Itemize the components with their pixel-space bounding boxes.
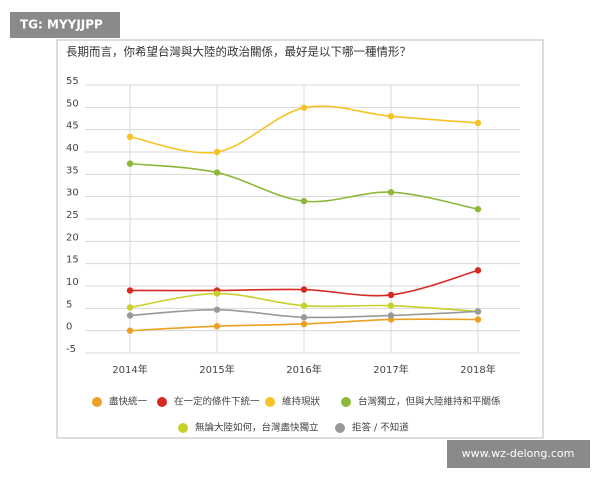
data-point <box>300 320 308 328</box>
y-tick-label: 45 <box>66 121 79 132</box>
chart-title: 長期而言，你希望台灣與大陸的政治關係，最好是以下哪一種情形？ <box>66 45 411 59</box>
y-tick-label: 30 <box>66 188 79 199</box>
watermark: TG: MYYJJPP <box>20 18 103 32</box>
data-point <box>300 286 308 293</box>
data-point <box>474 316 482 323</box>
data-point <box>387 113 395 120</box>
y-tick-label: 25 <box>66 210 79 221</box>
site-box <box>447 440 590 468</box>
legend-swatch <box>341 397 351 407</box>
data-point <box>474 119 482 127</box>
data-point <box>387 189 395 196</box>
data-point <box>213 169 221 176</box>
data-point <box>387 302 395 309</box>
legend-swatch <box>157 397 167 407</box>
y-tick-label: 20 <box>66 232 79 243</box>
legend-label: 拒答 / 不知道 <box>352 422 409 434</box>
site-label: www.wz-delong.com <box>462 447 575 460</box>
y-tick-label: 55 <box>66 76 79 87</box>
data-point <box>126 287 134 294</box>
legend-label: 無論大陸如何，台灣盡快獨立 <box>195 422 319 434</box>
x-tick-label: 2015年 <box>199 363 234 376</box>
y-tick-label: 15 <box>66 255 79 266</box>
legend-swatch <box>178 423 188 433</box>
data-point <box>126 312 134 319</box>
chart-frame <box>56 39 544 439</box>
x-tick-label: 2016年 <box>286 363 321 376</box>
data-point <box>213 148 221 156</box>
legend-label: 在一定的條件下統一 <box>174 396 260 408</box>
data-point <box>213 323 221 330</box>
y-tick-label: 0 <box>66 322 72 333</box>
data-point <box>474 267 482 274</box>
data-point <box>126 133 134 141</box>
data-point <box>126 304 134 311</box>
x-tick-label: 2017年 <box>373 363 408 376</box>
data-point <box>213 290 221 297</box>
watermark-box <box>10 12 120 38</box>
data-point <box>213 306 221 313</box>
y-tick-label: 10 <box>66 277 79 288</box>
legend-label: 盡快統一 <box>109 396 148 408</box>
legend-swatch <box>335 423 345 433</box>
legend-label: 維持現狀 <box>282 396 321 408</box>
data-point <box>126 160 134 167</box>
legend-swatch <box>92 397 102 407</box>
legend-swatch <box>265 397 275 407</box>
data-point <box>300 104 308 111</box>
data-point <box>387 312 395 319</box>
y-tick-label: -5 <box>66 344 76 355</box>
y-tick-label: 35 <box>66 165 79 176</box>
data-point <box>474 308 482 315</box>
y-tick-label: 40 <box>66 143 79 154</box>
data-point <box>300 302 308 309</box>
data-point <box>387 291 395 299</box>
data-point <box>474 205 482 213</box>
y-tick-label: 50 <box>66 98 79 109</box>
x-tick-label: 2014年 <box>112 363 147 376</box>
data-point <box>126 327 134 334</box>
data-point <box>300 197 308 205</box>
x-tick-label: 2018年 <box>460 363 495 376</box>
data-point <box>300 314 308 321</box>
legend-label: 台灣獨立，但與大陸維持和平關係 <box>358 396 501 408</box>
y-tick-label: 5 <box>66 299 72 310</box>
